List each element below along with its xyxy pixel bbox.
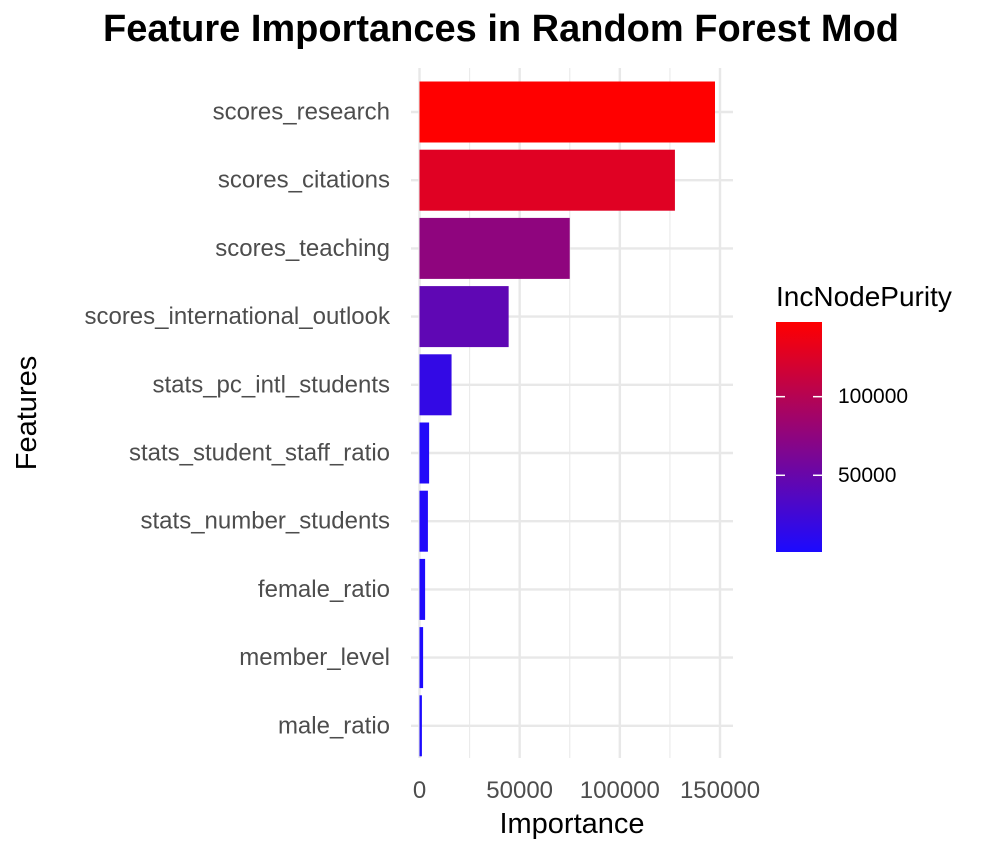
x-tick-label: 0: [413, 777, 426, 804]
bar-male_ratio: [419, 695, 422, 757]
legend-tick-label: 100000: [838, 385, 908, 408]
y-tick-label: female_ratio: [258, 576, 390, 603]
bar-stats_number_students: [419, 490, 428, 552]
bar-scores_international_outlook: [419, 286, 509, 348]
y-tick-label: member_level: [239, 644, 390, 671]
x-axis-title: Importance: [499, 808, 644, 840]
bar-scores_teaching: [419, 217, 570, 279]
y-axis-title: Features: [11, 356, 43, 470]
y-tick-label: stats_pc_intl_students: [153, 371, 390, 398]
bar-member_level: [419, 627, 424, 689]
x-tick-label: 50000: [486, 777, 553, 804]
legend-colorbar: [776, 322, 822, 552]
bar-female_ratio: [419, 558, 426, 620]
x-tick-label: 100000: [580, 777, 660, 804]
y-tick-label: scores_research: [213, 99, 390, 126]
chart-title: Feature Importances in Random Forest Mod: [103, 8, 899, 50]
y-tick-label: stats_student_staff_ratio: [129, 440, 390, 467]
y-tick-label: scores_citations: [218, 167, 390, 194]
bar-stats_student_staff_ratio: [419, 422, 430, 484]
y-tick-label: scores_international_outlook: [84, 303, 391, 330]
legend-tick-label: 50000: [838, 464, 896, 487]
legend-title: IncNodePurity: [776, 281, 952, 312]
bar-scores_research: [419, 81, 715, 143]
bar-stats_pc_intl_students: [419, 354, 452, 416]
y-tick-label: scores_teaching: [215, 235, 390, 262]
y-tick-label: male_ratio: [278, 712, 390, 739]
y-tick-label: stats_number_students: [141, 508, 390, 535]
bar-scores_citations: [419, 149, 675, 211]
x-tick-label: 150000: [680, 777, 760, 804]
